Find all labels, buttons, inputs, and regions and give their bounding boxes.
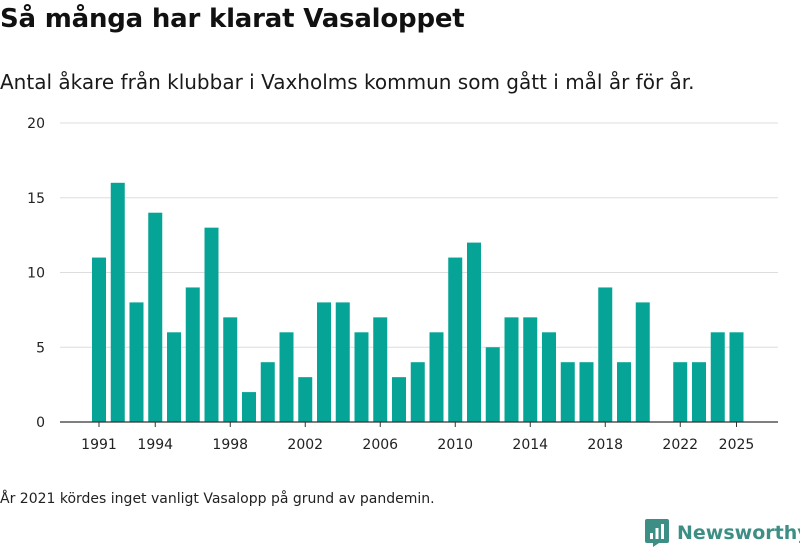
bar (485, 347, 500, 422)
bar (242, 392, 256, 422)
bar (410, 362, 425, 422)
bar (373, 317, 388, 422)
newsworthy-logo: Newsworthy (645, 519, 800, 547)
bar (92, 257, 106, 422)
bar (710, 332, 725, 422)
bar (635, 302, 650, 422)
chart-title: Så många har klarat Vasaloppet (0, 4, 465, 34)
x-tick-label: 2018 (587, 437, 623, 453)
x-tick-label: 2002 (287, 437, 323, 453)
x-tick-label: 2022 (662, 437, 698, 453)
bar (204, 227, 219, 422)
bar (148, 212, 163, 422)
bar (523, 317, 538, 422)
bar (504, 317, 519, 422)
bar (392, 377, 406, 422)
bar (317, 302, 331, 422)
bar (467, 242, 481, 422)
bar (279, 332, 294, 422)
y-tick-label: 10 (27, 266, 45, 282)
bar (579, 362, 594, 422)
bar (298, 377, 313, 422)
bar (129, 302, 144, 422)
bar (185, 287, 200, 422)
bar (260, 362, 275, 422)
y-tick-label: 5 (36, 340, 45, 356)
bar (692, 362, 706, 422)
bar (598, 287, 613, 422)
bar-chart: 0 5 10 15 20 1991 1994 1998 2002 2006 2010 2014 2018… (27, 116, 778, 453)
bar (167, 332, 181, 422)
chart-subtitle: Antal åkare från klubbar i Vaxholms komm… (0, 70, 695, 94)
bar (110, 182, 125, 422)
brand-name: Newsworthy (677, 522, 800, 544)
bar (223, 317, 238, 422)
bar (542, 332, 556, 422)
x-tick-label: 1994 (137, 437, 173, 453)
bar (448, 257, 463, 422)
y-tick-label: 20 (27, 116, 45, 132)
y-tick-label: 15 (27, 191, 45, 207)
bar (729, 332, 744, 422)
bar (429, 332, 444, 422)
bar (354, 332, 369, 422)
x-tick-label: 2014 (512, 437, 548, 453)
x-tick-label: 1998 (212, 437, 248, 453)
bar (673, 362, 688, 422)
x-tick-label: 1991 (81, 437, 117, 453)
bar (560, 362, 575, 422)
bar (617, 362, 631, 422)
y-tick-label: 0 (36, 415, 45, 431)
x-tick-label: 2006 (362, 437, 398, 453)
x-tick-label: 2010 (437, 437, 473, 453)
chart-footnote: År 2021 kördes inget vanligt Vasalopp på… (0, 491, 435, 507)
bar (335, 302, 350, 422)
x-tick-label: 2025 (719, 437, 755, 453)
newsworthy-logo-icon (645, 519, 669, 547)
